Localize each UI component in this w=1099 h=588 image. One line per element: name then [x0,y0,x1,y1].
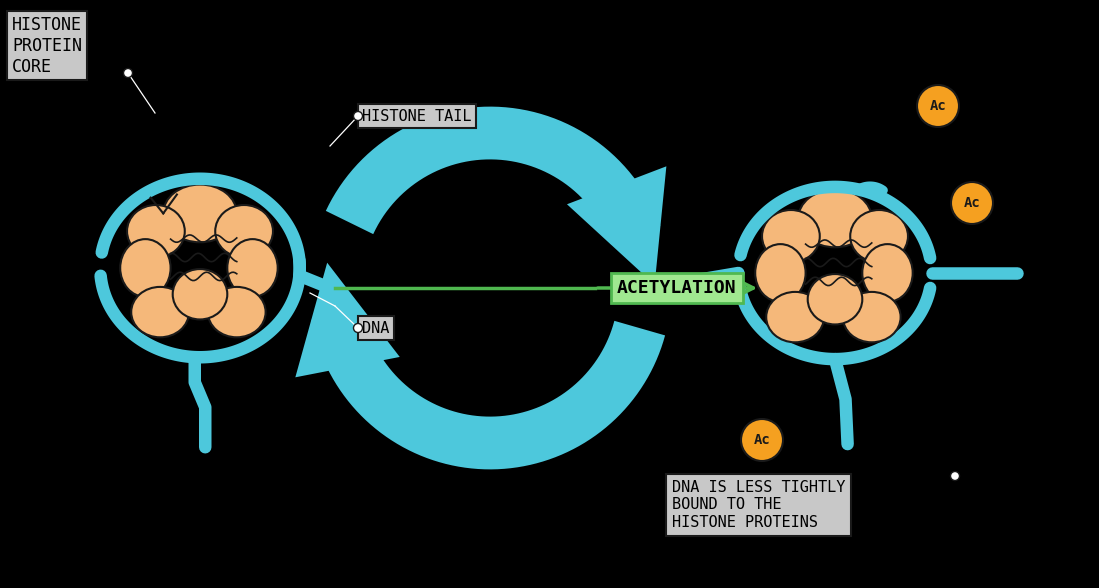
Ellipse shape [863,244,912,302]
Circle shape [917,85,959,127]
Ellipse shape [215,205,273,258]
Ellipse shape [120,239,170,297]
Circle shape [354,323,363,332]
Text: Ac: Ac [930,99,946,113]
Ellipse shape [208,287,266,338]
Text: ACETYLATION: ACETYLATION [618,279,736,297]
Ellipse shape [843,292,900,342]
Text: HISTONE TAIL: HISTONE TAIL [362,109,471,123]
Ellipse shape [131,287,189,338]
Circle shape [123,68,133,78]
Circle shape [354,112,363,121]
Ellipse shape [762,210,820,262]
Text: Ac: Ac [754,433,770,447]
Ellipse shape [808,274,863,325]
Ellipse shape [227,239,278,297]
Circle shape [951,182,993,224]
Text: HISTONE
PROTEIN
CORE: HISTONE PROTEIN CORE [12,16,82,76]
Ellipse shape [164,185,236,242]
Text: Ac: Ac [964,196,980,210]
Ellipse shape [851,210,908,262]
Text: DNA: DNA [362,320,389,336]
Polygon shape [567,166,666,285]
Ellipse shape [127,205,185,258]
Circle shape [741,419,782,461]
Ellipse shape [766,292,824,342]
Circle shape [951,472,959,480]
Text: DNA IS LESS TIGHTLY
BOUND TO THE
HISTONE PROTEINS: DNA IS LESS TIGHTLY BOUND TO THE HISTONE… [671,480,845,530]
Ellipse shape [755,244,806,302]
Ellipse shape [173,269,227,319]
Ellipse shape [798,189,872,248]
Polygon shape [296,263,400,377]
